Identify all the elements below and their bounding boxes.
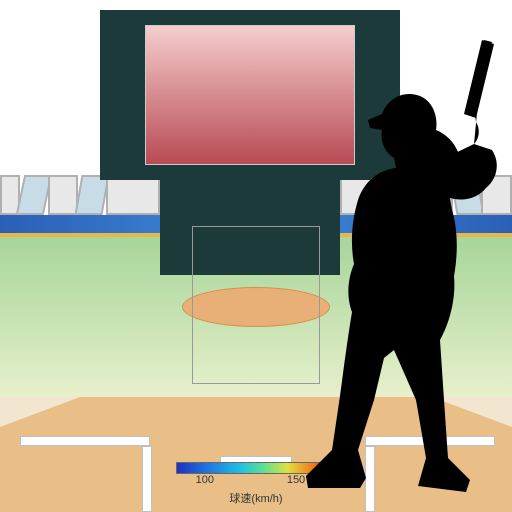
batters-box-line: [20, 436, 150, 446]
batters-box-line: [142, 446, 152, 512]
batter-silhouette: [298, 40, 512, 500]
colorbar-tick: 100: [196, 474, 214, 486]
stadium-wall-seg: [74, 175, 109, 215]
stadium-wall-seg: [106, 175, 160, 215]
pitch-chart-canvas: 100150球速(km/h): [0, 0, 512, 512]
stadium-wall-seg: [16, 175, 53, 215]
stadium-wall-seg: [48, 175, 78, 215]
